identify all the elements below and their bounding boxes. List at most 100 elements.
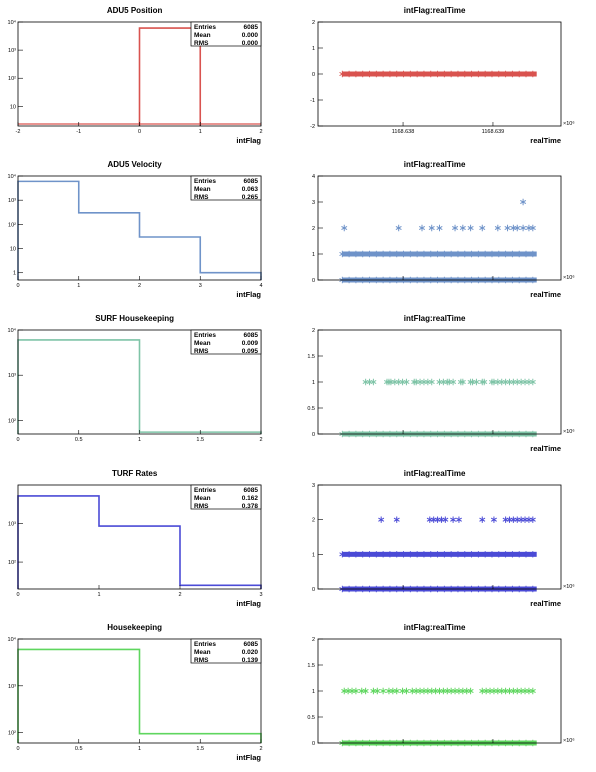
histogram-panel: Housekeeping 0 0.5 1 1.5 2 10² 10³ 10⁴ Entries 608…	[8, 623, 263, 762]
stats-box	[190, 21, 262, 47]
data-point	[494, 378, 501, 386]
stats-box	[190, 638, 262, 664]
y-tick-label: 0	[312, 72, 315, 78]
data-point	[393, 516, 400, 523]
stats-label: RMS	[194, 657, 209, 664]
y-tick-label: 10²	[8, 76, 16, 82]
y-tick-label: 10²	[8, 731, 16, 737]
data-point	[459, 224, 466, 232]
y-tick-label: 10⁴	[8, 19, 17, 26]
data-point	[529, 70, 536, 78]
x-tick-label: 4	[259, 283, 262, 289]
data-point	[494, 224, 501, 232]
data-point	[393, 70, 400, 78]
data-point	[529, 250, 536, 258]
data-point	[427, 551, 434, 558]
data-point	[522, 516, 529, 523]
x-axis-exponent: ×10⁶	[563, 583, 575, 590]
y-tick-label: 10²	[8, 560, 16, 566]
data-point	[373, 70, 380, 78]
x-tick-label: 0	[138, 129, 141, 135]
scatter-panel: intFlag:realTime 0 0.5 1 1.5 2 ×10⁶	[307, 623, 574, 747]
data-point	[502, 250, 509, 258]
data-point	[461, 70, 468, 78]
data-point	[434, 516, 441, 523]
x-tick-label: -2	[16, 129, 21, 135]
data-point	[529, 516, 536, 523]
data-point	[407, 250, 414, 258]
chart-title: intFlag:realTime	[404, 160, 466, 169]
x-axis-label: intFlag	[236, 599, 261, 608]
data-point	[441, 250, 448, 258]
data-point	[420, 551, 427, 558]
histogram-panel: ADU5 Position -2 -1 0 1 2 10 10² 10³ 10⁴ Entries 60…	[8, 6, 263, 145]
stats-value: 0.009	[242, 340, 259, 347]
y-tick-label: 10³	[8, 198, 16, 204]
data-band	[342, 551, 537, 557]
histogram-bars	[17, 495, 262, 589]
x-axis-exponent: ×10⁶	[563, 274, 575, 281]
data-point	[454, 250, 461, 258]
stats-label: Entries	[194, 641, 216, 648]
data-point	[502, 70, 509, 78]
data-point	[452, 224, 459, 232]
x-tick-label: 2	[178, 592, 181, 598]
data-point	[518, 516, 525, 523]
data-point	[467, 224, 474, 232]
data-point	[418, 224, 426, 232]
data-point	[494, 687, 501, 695]
chart-title: TURF Rates	[112, 469, 158, 478]
data-point	[426, 516, 433, 523]
data-point	[448, 250, 455, 258]
y-tick-label: 10³	[8, 373, 16, 379]
chart-title: ADU5 Position	[107, 6, 163, 15]
x-axis-label: realTime	[530, 136, 561, 145]
data-point	[417, 687, 424, 695]
data-point	[400, 250, 407, 258]
data-point	[380, 551, 387, 558]
data-point	[502, 687, 509, 695]
data-point	[395, 224, 402, 232]
stats-value: 6085	[244, 332, 259, 339]
data-point	[339, 250, 346, 258]
data-point	[441, 551, 448, 558]
data-point	[373, 551, 380, 558]
x-axis-exponent: ×10⁶	[563, 428, 575, 435]
data-point	[352, 687, 359, 695]
data-point	[380, 70, 387, 78]
y-tick-label: 0	[312, 587, 315, 593]
stats-value: 6085	[244, 24, 259, 31]
data-point	[482, 70, 489, 78]
data-point	[509, 70, 516, 78]
data-point	[414, 551, 421, 558]
data-point	[454, 551, 461, 558]
data-point	[495, 70, 502, 78]
data-point	[393, 687, 400, 695]
y-tick-label: 10	[10, 104, 16, 110]
stats-box	[190, 484, 262, 510]
data-point	[389, 687, 396, 695]
data-point	[520, 224, 527, 232]
data-point	[490, 516, 497, 523]
scatter-panel: intFlag:realTime 0 1 2 3 4 ×10⁶ realTime	[312, 160, 575, 299]
stats-value: 0.378	[242, 503, 259, 510]
data-point	[502, 378, 509, 386]
y-tick-label: 4	[312, 174, 315, 180]
data-point	[450, 378, 457, 386]
chart-title: SURF Housekeeping	[95, 314, 174, 323]
data-point	[525, 224, 532, 232]
data-point	[459, 378, 466, 386]
data-point	[482, 551, 489, 558]
data-point	[510, 224, 517, 232]
y-tick-label: 2	[312, 328, 315, 334]
data-point	[461, 250, 468, 258]
data-point	[440, 378, 447, 386]
data-point	[395, 378, 402, 386]
data-point	[346, 250, 353, 258]
data-band	[342, 71, 537, 77]
data-point	[459, 687, 466, 695]
stats-value: 6085	[244, 178, 259, 185]
data-point	[436, 378, 443, 386]
data-point	[467, 687, 474, 695]
data-point	[529, 224, 536, 232]
